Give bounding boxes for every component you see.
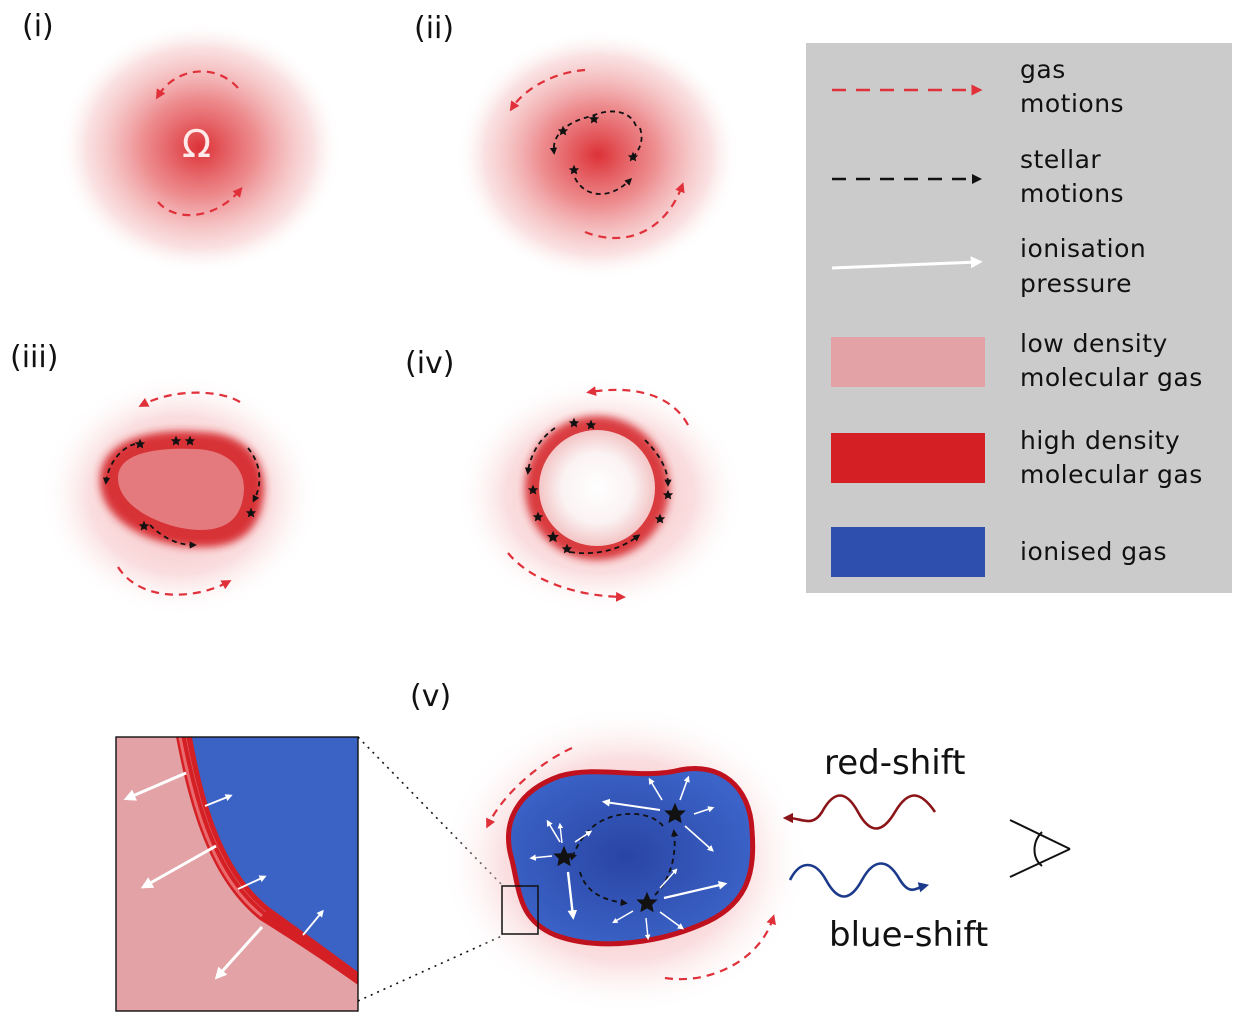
panel-label-v: (v) xyxy=(410,679,451,714)
ionisation-arrow xyxy=(214,925,264,980)
ionisation-arrow xyxy=(302,909,324,936)
ionisation-arrow xyxy=(566,871,578,920)
panel-label-iv: (iv) xyxy=(405,346,455,381)
legend-gas-line1: gas xyxy=(1020,55,1066,84)
ionisation-arrow xyxy=(529,854,553,861)
gas-motion-arrow xyxy=(664,914,776,981)
gas-motion-arrow xyxy=(155,70,239,100)
blue-shift-label: blue-shift xyxy=(829,915,988,955)
legend-low-density-swatch xyxy=(831,337,985,387)
ionisation-arrow xyxy=(659,868,678,889)
panel-label-i: (i) xyxy=(22,9,54,44)
ionisation-arrow xyxy=(557,822,564,844)
legend-low-density-line1: low density xyxy=(1020,329,1168,358)
legend-stellar-line2: motions xyxy=(1020,179,1124,208)
panel-v-cloud xyxy=(440,705,810,1013)
panel-label-iii: (iii) xyxy=(10,340,58,375)
panel-iv-cloud xyxy=(455,375,745,615)
panel-label-ii: (ii) xyxy=(414,11,454,46)
legend-background xyxy=(806,43,1232,593)
legend-low-density-line2: molecular gas xyxy=(1020,363,1203,392)
legend-high-density-swatch xyxy=(831,433,985,483)
ionisation-arrow xyxy=(648,777,663,801)
panel-iii-cloud xyxy=(40,373,320,617)
gas-motion-arrow xyxy=(584,182,685,240)
ionisation-arrow xyxy=(612,910,634,924)
gas-motion-arrow xyxy=(138,391,241,407)
ionisation-arrow xyxy=(601,798,661,811)
ionisation-arrow xyxy=(123,771,187,801)
stellar-motion-arrow xyxy=(574,177,633,195)
legend-ionised-swatch xyxy=(831,527,985,577)
inset-zoom xyxy=(115,736,359,1012)
legend-ionisation-line2: pressure xyxy=(1020,269,1132,298)
stellar-motion-arrow xyxy=(549,110,637,155)
stellar-motion-arrow xyxy=(524,427,556,475)
ionisation-arrow xyxy=(684,825,714,852)
stellar-motion-arrow xyxy=(569,534,641,555)
red-shift-label: red-shift xyxy=(824,743,965,783)
legend-high-density-line2: molecular gas xyxy=(1020,460,1203,489)
ionisation-arrow xyxy=(204,794,233,807)
panel-ii-cloud xyxy=(456,30,740,280)
gas-motion-arrow xyxy=(486,746,573,829)
legend-ionisation-arrow xyxy=(831,256,983,270)
stellar-motion-arrow xyxy=(247,447,261,503)
legend-gas-line2: motions xyxy=(1020,89,1124,118)
legend-ionised-line1: ionised gas xyxy=(1020,537,1167,566)
red-shift-wave xyxy=(782,794,937,830)
gas-motion-arrow xyxy=(117,566,232,596)
ionisation-arrow xyxy=(663,880,728,900)
ionisation-arrow xyxy=(693,806,715,815)
zoom-box xyxy=(501,885,539,935)
legend-ionisation-line1: ionisation xyxy=(1020,234,1146,263)
legend-stellar-line1: stellar xyxy=(1020,145,1101,174)
stellar-motion-arrow xyxy=(644,439,672,487)
panel-i-cloud: Ω xyxy=(58,22,342,274)
ionisation-arrow xyxy=(644,917,651,941)
ionisation-arrow xyxy=(574,830,593,843)
stellar-motion-arrow xyxy=(149,524,197,549)
legend: gas motions stellar motions ionisation p… xyxy=(806,43,1232,593)
stellar-motion-arrow xyxy=(102,443,136,485)
ionisation-arrow xyxy=(140,844,217,889)
legend-high-density-line1: high density xyxy=(1020,426,1180,455)
ionisation-arrow xyxy=(679,775,690,801)
gas-motion-arrow xyxy=(509,68,586,112)
ionisation-arrow xyxy=(237,875,267,890)
ionisation-arrow xyxy=(659,911,685,930)
ionisation-arrow xyxy=(546,819,561,843)
blue-shift-wave xyxy=(788,862,930,898)
omega-symbol: Ω xyxy=(182,122,211,166)
gas-motion-arrow xyxy=(507,552,626,602)
stellar-motion-arrow xyxy=(579,871,628,907)
eye-icon xyxy=(1009,819,1071,878)
stellar-motion-arrow xyxy=(570,813,664,861)
